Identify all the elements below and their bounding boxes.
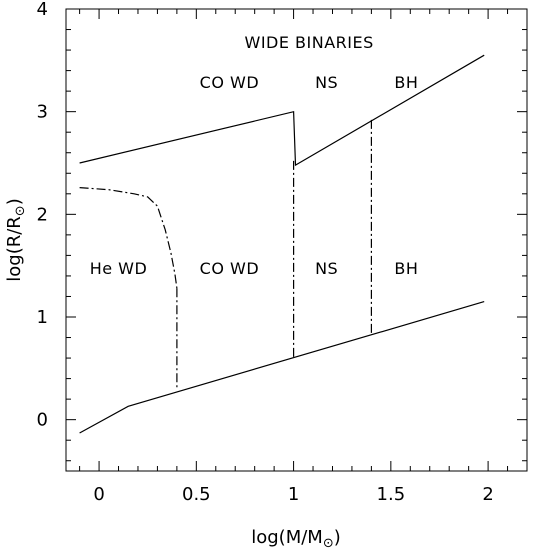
limit-curve xyxy=(79,54,485,167)
region-label: BH xyxy=(394,259,418,278)
x-axis-title-main: log(M/M xyxy=(251,527,323,548)
region-label: CO WD xyxy=(200,73,260,92)
y-axis-title-close: ) xyxy=(4,198,25,205)
plot-frame xyxy=(65,8,528,472)
x-tick-label: 0 xyxy=(93,484,104,505)
x-axis-title-sub: ⊙ xyxy=(323,536,334,550)
axis-ticks xyxy=(66,8,527,471)
annotations-group: WIDE BINARIES CO WD NS BH He WD CO WD NS BH xyxy=(90,33,418,278)
y-tick-label: 3 xyxy=(37,102,48,123)
boundary-line xyxy=(79,187,178,289)
x-tick-label: 1 xyxy=(288,484,299,505)
y-axis-title-sub: ⊙ xyxy=(13,205,28,216)
region-label: NS xyxy=(315,259,338,278)
y-axis-title: log(R/R⊙) xyxy=(4,198,28,281)
tick-labels: 0 0.5 1 1.5 2 0 1 2 3 4 xyxy=(37,0,494,505)
y-tick-label: 4 xyxy=(37,0,48,20)
region-label: He WD xyxy=(90,259,148,278)
y-tick-label: 1 xyxy=(37,307,48,328)
y-tick-label: 0 xyxy=(37,410,48,431)
limit-curve xyxy=(79,301,485,434)
x-tick-label: 0.5 xyxy=(182,484,211,505)
region-label: BH xyxy=(394,73,418,92)
region-label: NS xyxy=(315,73,338,92)
x-axis-title: log(M/M⊙) xyxy=(251,527,341,550)
x-tick-label: 1.5 xyxy=(377,484,406,505)
region-label: WIDE BINARIES xyxy=(245,33,374,52)
y-tick-label: 2 xyxy=(37,204,48,225)
x-tick-label: 2 xyxy=(482,484,493,505)
x-axis-title-close: ) xyxy=(334,527,341,548)
y-axis-title-main: log(R/R xyxy=(4,216,25,282)
region-label: CO WD xyxy=(200,259,260,278)
series-group xyxy=(79,54,485,434)
